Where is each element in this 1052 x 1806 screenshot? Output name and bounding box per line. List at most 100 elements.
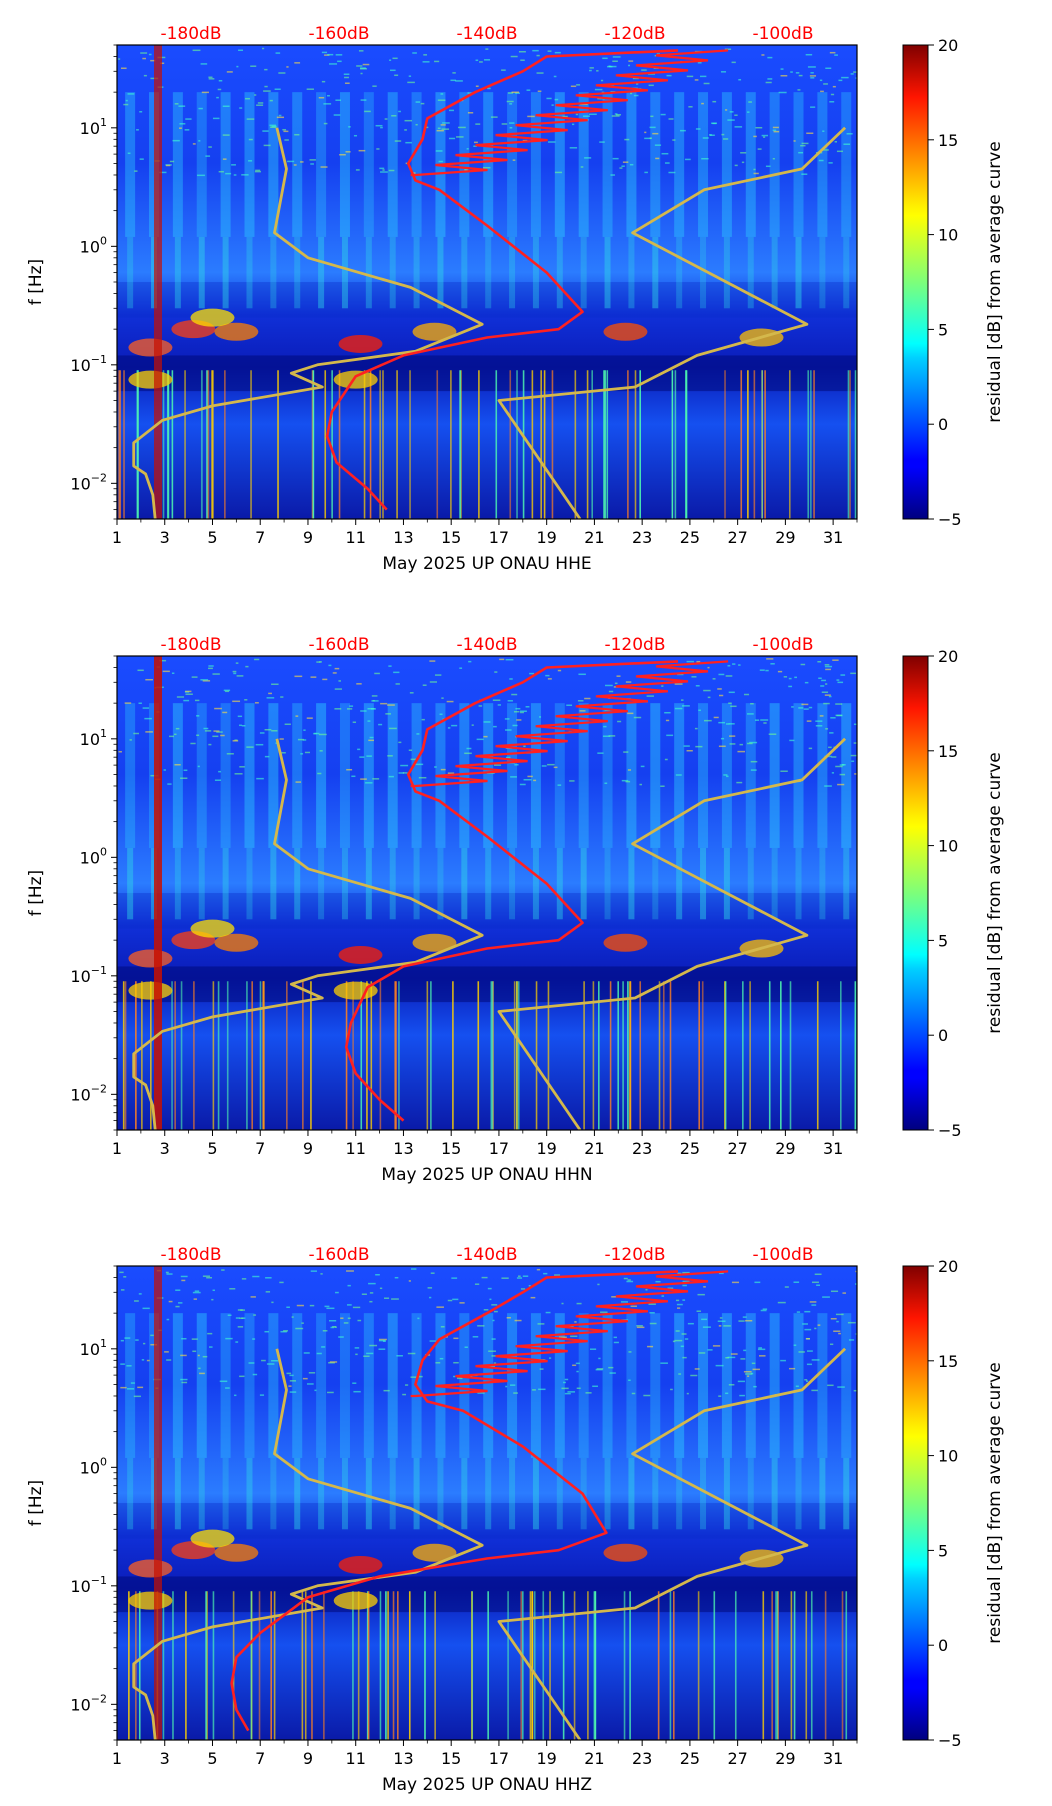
x-tick-label: 3 — [160, 528, 170, 547]
microseism-blob — [412, 933, 457, 952]
microseism-blob — [333, 1591, 378, 1610]
x-tick-label: 23 — [632, 1749, 652, 1768]
colorbar-tick-label: 15 — [938, 131, 958, 150]
colorbar-tick-label: 10 — [938, 837, 958, 856]
x-tick-label: 27 — [727, 1749, 747, 1768]
colorbar-tick-label: −5 — [938, 510, 962, 529]
psd-curve-jagged — [410, 1270, 729, 1398]
x-tick-label: 25 — [680, 1749, 700, 1768]
y-axis-label: f [Hz] — [26, 259, 46, 305]
microseism-blob — [214, 1543, 259, 1562]
noise-model-curve — [497, 126, 847, 519]
db-scale-label: -180dB — [160, 1245, 221, 1265]
event-stripe — [154, 656, 162, 1130]
microseism-blob — [128, 1559, 173, 1578]
x-tick-label: 9 — [303, 528, 313, 547]
y-tick-label: 10−1 — [70, 353, 107, 375]
colorbar-tick-label: 10 — [938, 1447, 958, 1466]
colorbar-label: residual [dB] from average curve — [985, 752, 1005, 1033]
db-scale-label: -180dB — [160, 635, 221, 655]
spectrogram-background — [117, 656, 857, 1130]
colorbar-tick-label: 20 — [938, 36, 958, 55]
db-scale-label: -160dB — [308, 24, 369, 44]
y-tick-label: 101 — [80, 116, 107, 138]
noise-model-curve — [132, 127, 484, 519]
psd-curve-jagged — [410, 49, 729, 177]
colorbar-gradient — [902, 44, 929, 520]
colorbar-tick-label: 0 — [938, 1026, 948, 1045]
psd-curve — [230, 1270, 679, 1732]
spectrogram-image — [117, 1266, 857, 1740]
y-tick-label: 10−1 — [70, 964, 107, 986]
psd-curve — [325, 49, 679, 511]
microseism-blob — [190, 919, 235, 938]
x-tick-label: 7 — [255, 528, 265, 547]
x-tick-label: 3 — [160, 1139, 170, 1158]
colorbar-label: residual [dB] from average curve — [985, 1362, 1005, 1643]
x-tick-label: 23 — [632, 1139, 652, 1158]
x-tick-label: 17 — [489, 1749, 509, 1768]
x-tick-label: 9 — [303, 1139, 313, 1158]
x-tick-label: 21 — [584, 528, 604, 547]
x-tick-label: 13 — [393, 528, 413, 547]
colorbar-tick-label: 5 — [938, 1541, 948, 1560]
y-tick-label: 10−2 — [70, 471, 107, 493]
colorbar: −5 0 5 10 15 20 residual [dB] from average cur… — [902, 647, 1005, 1140]
y-tick-label: 10−1 — [70, 1574, 107, 1596]
x-tick-label: 31 — [823, 528, 843, 547]
x-tick-label: 9 — [303, 1749, 313, 1768]
x-tick-label: 1 — [112, 1139, 122, 1158]
x-tick-label: 11 — [346, 1139, 366, 1158]
db-scale-label: -100dB — [752, 1245, 813, 1265]
spectrogram-image — [117, 45, 857, 519]
x-tick-label: 29 — [775, 528, 795, 547]
x-tick-label: 21 — [584, 1749, 604, 1768]
colorbar-gradient — [902, 655, 929, 1131]
x-tick-label: 23 — [632, 528, 652, 547]
colorbar-tick-label: 5 — [938, 320, 948, 339]
spectrogram-image — [117, 656, 857, 1130]
x-tick-label: 11 — [346, 528, 366, 547]
colorbar-tick-label: −5 — [938, 1731, 962, 1750]
x-tick-label: 25 — [680, 1139, 700, 1158]
db-scale-label: -120dB — [604, 635, 665, 655]
microseism-blob — [412, 1543, 457, 1562]
x-tick-label: 1 — [112, 528, 122, 547]
microseism-blob — [128, 338, 173, 357]
y-tick-label: 100 — [80, 234, 107, 256]
x-axis-label: May 2025 UP ONAU HHN — [381, 1165, 592, 1185]
microseism-blob — [128, 1591, 173, 1610]
y-tick-label: 100 — [80, 845, 107, 867]
db-scale-label: -140dB — [456, 24, 517, 44]
colorbar-gradient — [902, 1265, 929, 1741]
psd-curve-jagged — [410, 660, 729, 788]
spectrogram-background — [117, 45, 857, 519]
microseism-blob — [333, 370, 378, 389]
x-tick-label: 5 — [207, 1139, 217, 1158]
x-tick-label: 7 — [255, 1749, 265, 1768]
microseism-blob — [603, 1543, 648, 1562]
x-tick-label: 19 — [536, 1749, 556, 1768]
y-axis-label: f [Hz] — [26, 1480, 46, 1526]
x-tick-label: 25 — [680, 528, 700, 547]
noise-model-curve — [497, 737, 847, 1130]
x-axis-label: May 2025 UP ONAU HHE — [382, 554, 591, 574]
noise-model-curve — [132, 1348, 484, 1740]
y-axis-label: f [Hz] — [26, 870, 46, 916]
x-tick-label: 21 — [584, 1139, 604, 1158]
y-tick-label: 100 — [80, 1455, 107, 1477]
x-tick-label: 7 — [255, 1139, 265, 1158]
x-tick-label: 1 — [112, 1749, 122, 1768]
x-tick-label: 15 — [441, 1139, 461, 1158]
microseism-blob — [128, 370, 173, 389]
colorbar-tick-label: 20 — [938, 1257, 958, 1276]
db-scale-label: -180dB — [160, 24, 221, 44]
db-scale-label: -140dB — [456, 635, 517, 655]
x-axis-label: May 2025 UP ONAU HHZ — [382, 1775, 592, 1795]
db-scale-label: -100dB — [752, 24, 813, 44]
microseism-blob — [128, 949, 173, 968]
x-tick-label: 29 — [775, 1749, 795, 1768]
db-scale-label: -100dB — [752, 635, 813, 655]
